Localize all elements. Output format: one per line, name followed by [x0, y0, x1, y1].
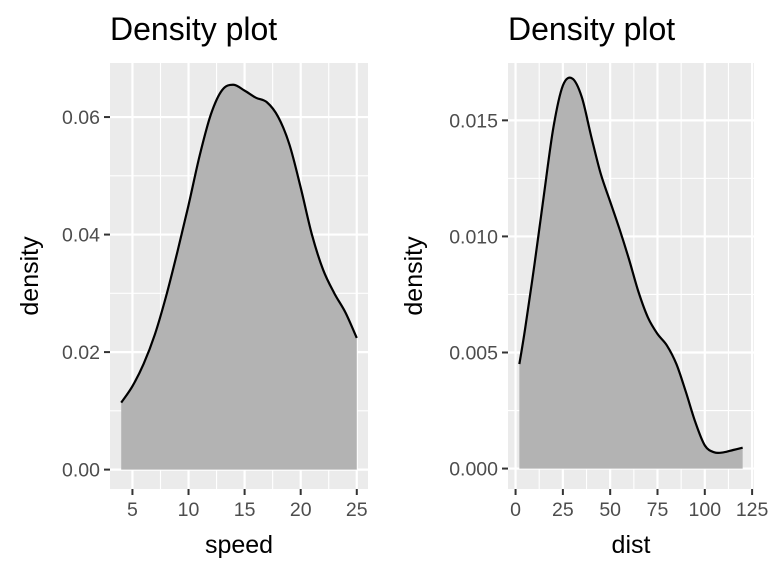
speed-x-tick-label: 5 [127, 499, 138, 521]
dist-y-tick-label: 0.010 [449, 226, 498, 248]
dist-x-tick-label: 125 [736, 499, 768, 521]
dist-density-fill [519, 77, 743, 469]
dist-axis-ticks: 0 25 50 75 100 125 0.000 0.005 0.010 0.015 [449, 110, 768, 521]
dist-x-axis-label: dist [612, 531, 651, 559]
dist-x-tick-label: 100 [689, 499, 722, 521]
dist-y-axis-label: density [400, 236, 428, 316]
speed-y-tick-label: 0.00 [62, 460, 100, 482]
speed-x-tick-label: 20 [290, 499, 312, 521]
dist-x-tick-label: 75 [647, 499, 669, 521]
speed-x-tick-label: 25 [346, 499, 368, 521]
dist-x-tick-label: 0 [510, 499, 521, 521]
dist-density-line [518, 76, 743, 455]
speed-density-fill [121, 84, 357, 470]
speed-y-tick-label: 0.02 [62, 342, 100, 364]
dist-chart-title: Density plot [508, 11, 675, 47]
speed-x-tick-label: 15 [234, 499, 256, 521]
dist-y-tick-label: 0.000 [449, 459, 498, 481]
dist-density-chart: Density plot 0 25 50 75 100 125 0.000 0.005 0.01… [400, 11, 768, 559]
speed-x-axis-label: speed [205, 531, 273, 559]
speed-chart-title: Density plot [110, 11, 277, 47]
speed-x-tick-label: 10 [178, 499, 200, 521]
dist-x-tick-label: 50 [599, 499, 621, 521]
dist-y-tick-label: 0.015 [449, 110, 498, 132]
speed-axis-ticks: 5 10 15 20 25 0.00 0.02 0.04 0.06 [62, 107, 368, 521]
speed-density-line [120, 83, 358, 404]
dist-x-tick-label: 25 [552, 499, 574, 521]
speed-density-chart: Density plot 5 10 15 20 25 0.00 0.02 0.04 0.06 s… [16, 11, 368, 559]
speed-density-area [120, 83, 358, 470]
speed-y-tick-label: 0.04 [62, 225, 100, 247]
dist-y-tick-label: 0.005 [449, 342, 498, 364]
speed-y-axis-label: density [16, 236, 44, 316]
dist-density-area [518, 76, 743, 469]
speed-y-tick-label: 0.06 [62, 107, 100, 129]
